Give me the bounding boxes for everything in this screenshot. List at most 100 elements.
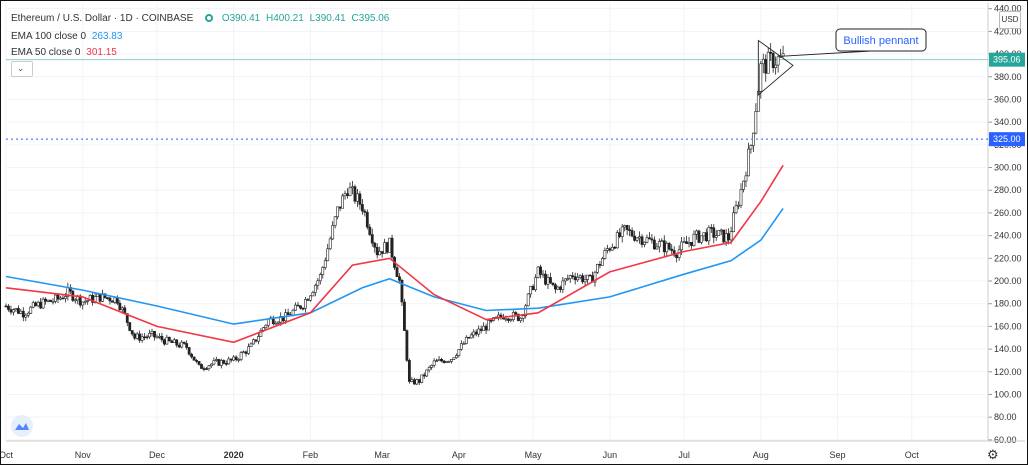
candle-up — [578, 275, 582, 278]
candle-up — [635, 237, 639, 241]
candle-up — [744, 175, 748, 182]
candle-down — [633, 235, 636, 241]
candle-down — [573, 276, 577, 281]
x-tick-label: Sep — [830, 450, 846, 460]
candle-up — [645, 237, 649, 243]
candle-up — [747, 148, 750, 177]
candle-down — [360, 204, 364, 212]
candle-down — [390, 237, 394, 258]
candle-up — [214, 359, 218, 361]
candle-down — [306, 299, 310, 301]
candle-up — [140, 336, 144, 341]
y-tick-label: 140.00 — [994, 344, 1022, 354]
candle-down — [373, 242, 377, 248]
candle-up — [73, 299, 77, 302]
x-tick-label: May — [525, 450, 543, 460]
tradingview-logo-icon[interactable] — [11, 415, 33, 437]
candle-up — [86, 300, 90, 302]
candle-down — [598, 264, 602, 266]
candle-up — [524, 305, 528, 317]
candle-up — [605, 248, 609, 251]
candle-up — [561, 280, 565, 290]
candle-up — [113, 297, 117, 303]
candle-down — [143, 336, 146, 339]
candle-down — [299, 305, 302, 309]
x-tick-label: Nov — [75, 450, 92, 460]
candle-up — [83, 300, 87, 303]
candle-up — [12, 309, 15, 313]
candle-up — [252, 339, 255, 345]
candle-down — [162, 339, 166, 345]
candle-up — [155, 336, 159, 339]
candle-down — [652, 239, 656, 250]
candle-up — [719, 229, 723, 232]
candle-down — [153, 330, 156, 338]
candle-down — [363, 210, 367, 213]
candle-up — [742, 180, 745, 190]
candle-up — [497, 314, 500, 318]
candle-up — [41, 298, 45, 309]
x-tick-label: Dec — [149, 450, 166, 460]
candle-up — [435, 360, 439, 362]
candle-up — [729, 231, 733, 241]
candle-up — [761, 58, 765, 65]
candle-down — [7, 305, 10, 310]
candle-down — [170, 340, 174, 343]
candle-up — [692, 233, 696, 246]
candle-down — [539, 266, 542, 275]
candle-down — [685, 241, 688, 244]
candle-up — [316, 280, 320, 286]
candle-down — [380, 251, 384, 254]
candle-down — [39, 301, 43, 309]
candle-up — [734, 205, 738, 214]
candle-down — [217, 359, 221, 366]
candle-down — [353, 186, 357, 202]
level-price-label: 325.00 — [993, 134, 1021, 144]
candle-up — [665, 243, 669, 253]
candle-down — [613, 246, 617, 249]
candle-up — [51, 301, 55, 303]
candle-up — [331, 225, 335, 240]
gear-icon[interactable]: ⚙ — [987, 447, 999, 462]
ohlc-open: O390.41 — [221, 13, 261, 24]
candle-down — [346, 193, 349, 196]
candle-down — [690, 242, 693, 246]
candle-down — [398, 276, 401, 281]
candle-down — [125, 313, 129, 323]
candle-up — [437, 359, 441, 361]
candle-down — [234, 356, 238, 361]
candle-up — [242, 351, 245, 354]
level-price-tag — [989, 132, 1025, 147]
candle-down — [588, 274, 592, 277]
callout-pointer — [780, 50, 872, 57]
candle-down — [712, 227, 716, 238]
candle-down — [479, 328, 483, 331]
candle-down — [516, 313, 520, 321]
candle-down — [412, 379, 416, 385]
candle-up — [469, 334, 473, 339]
candle-up — [158, 335, 161, 338]
candle-up — [120, 307, 124, 310]
candle-up — [536, 266, 540, 278]
candle-up — [472, 331, 476, 336]
indicator-ema100[interactable]: EMA 100 close 0 263.83 — [11, 31, 125, 42]
candle-down — [244, 351, 248, 354]
candle-up — [274, 323, 278, 325]
collapse-legend-button[interactable]: ⌄ — [11, 61, 33, 77]
candle-down — [160, 335, 164, 341]
y-tick-label: 60.00 — [994, 435, 1017, 445]
indicator-ema50[interactable]: EMA 50 close 0 301.15 — [11, 47, 120, 58]
candle-up — [566, 278, 570, 280]
candle-up — [180, 341, 184, 348]
candle-up — [482, 325, 486, 331]
y-tick-label: 420.00 — [994, 26, 1022, 36]
candle-up — [336, 206, 340, 218]
indicator-value: 263.83 — [91, 31, 123, 42]
x-tick-label: Oct — [905, 450, 920, 460]
currency-scale-button[interactable]: USD — [999, 11, 1021, 29]
candle-down — [618, 232, 622, 237]
candle-down — [484, 325, 488, 331]
candle-down — [202, 368, 206, 370]
